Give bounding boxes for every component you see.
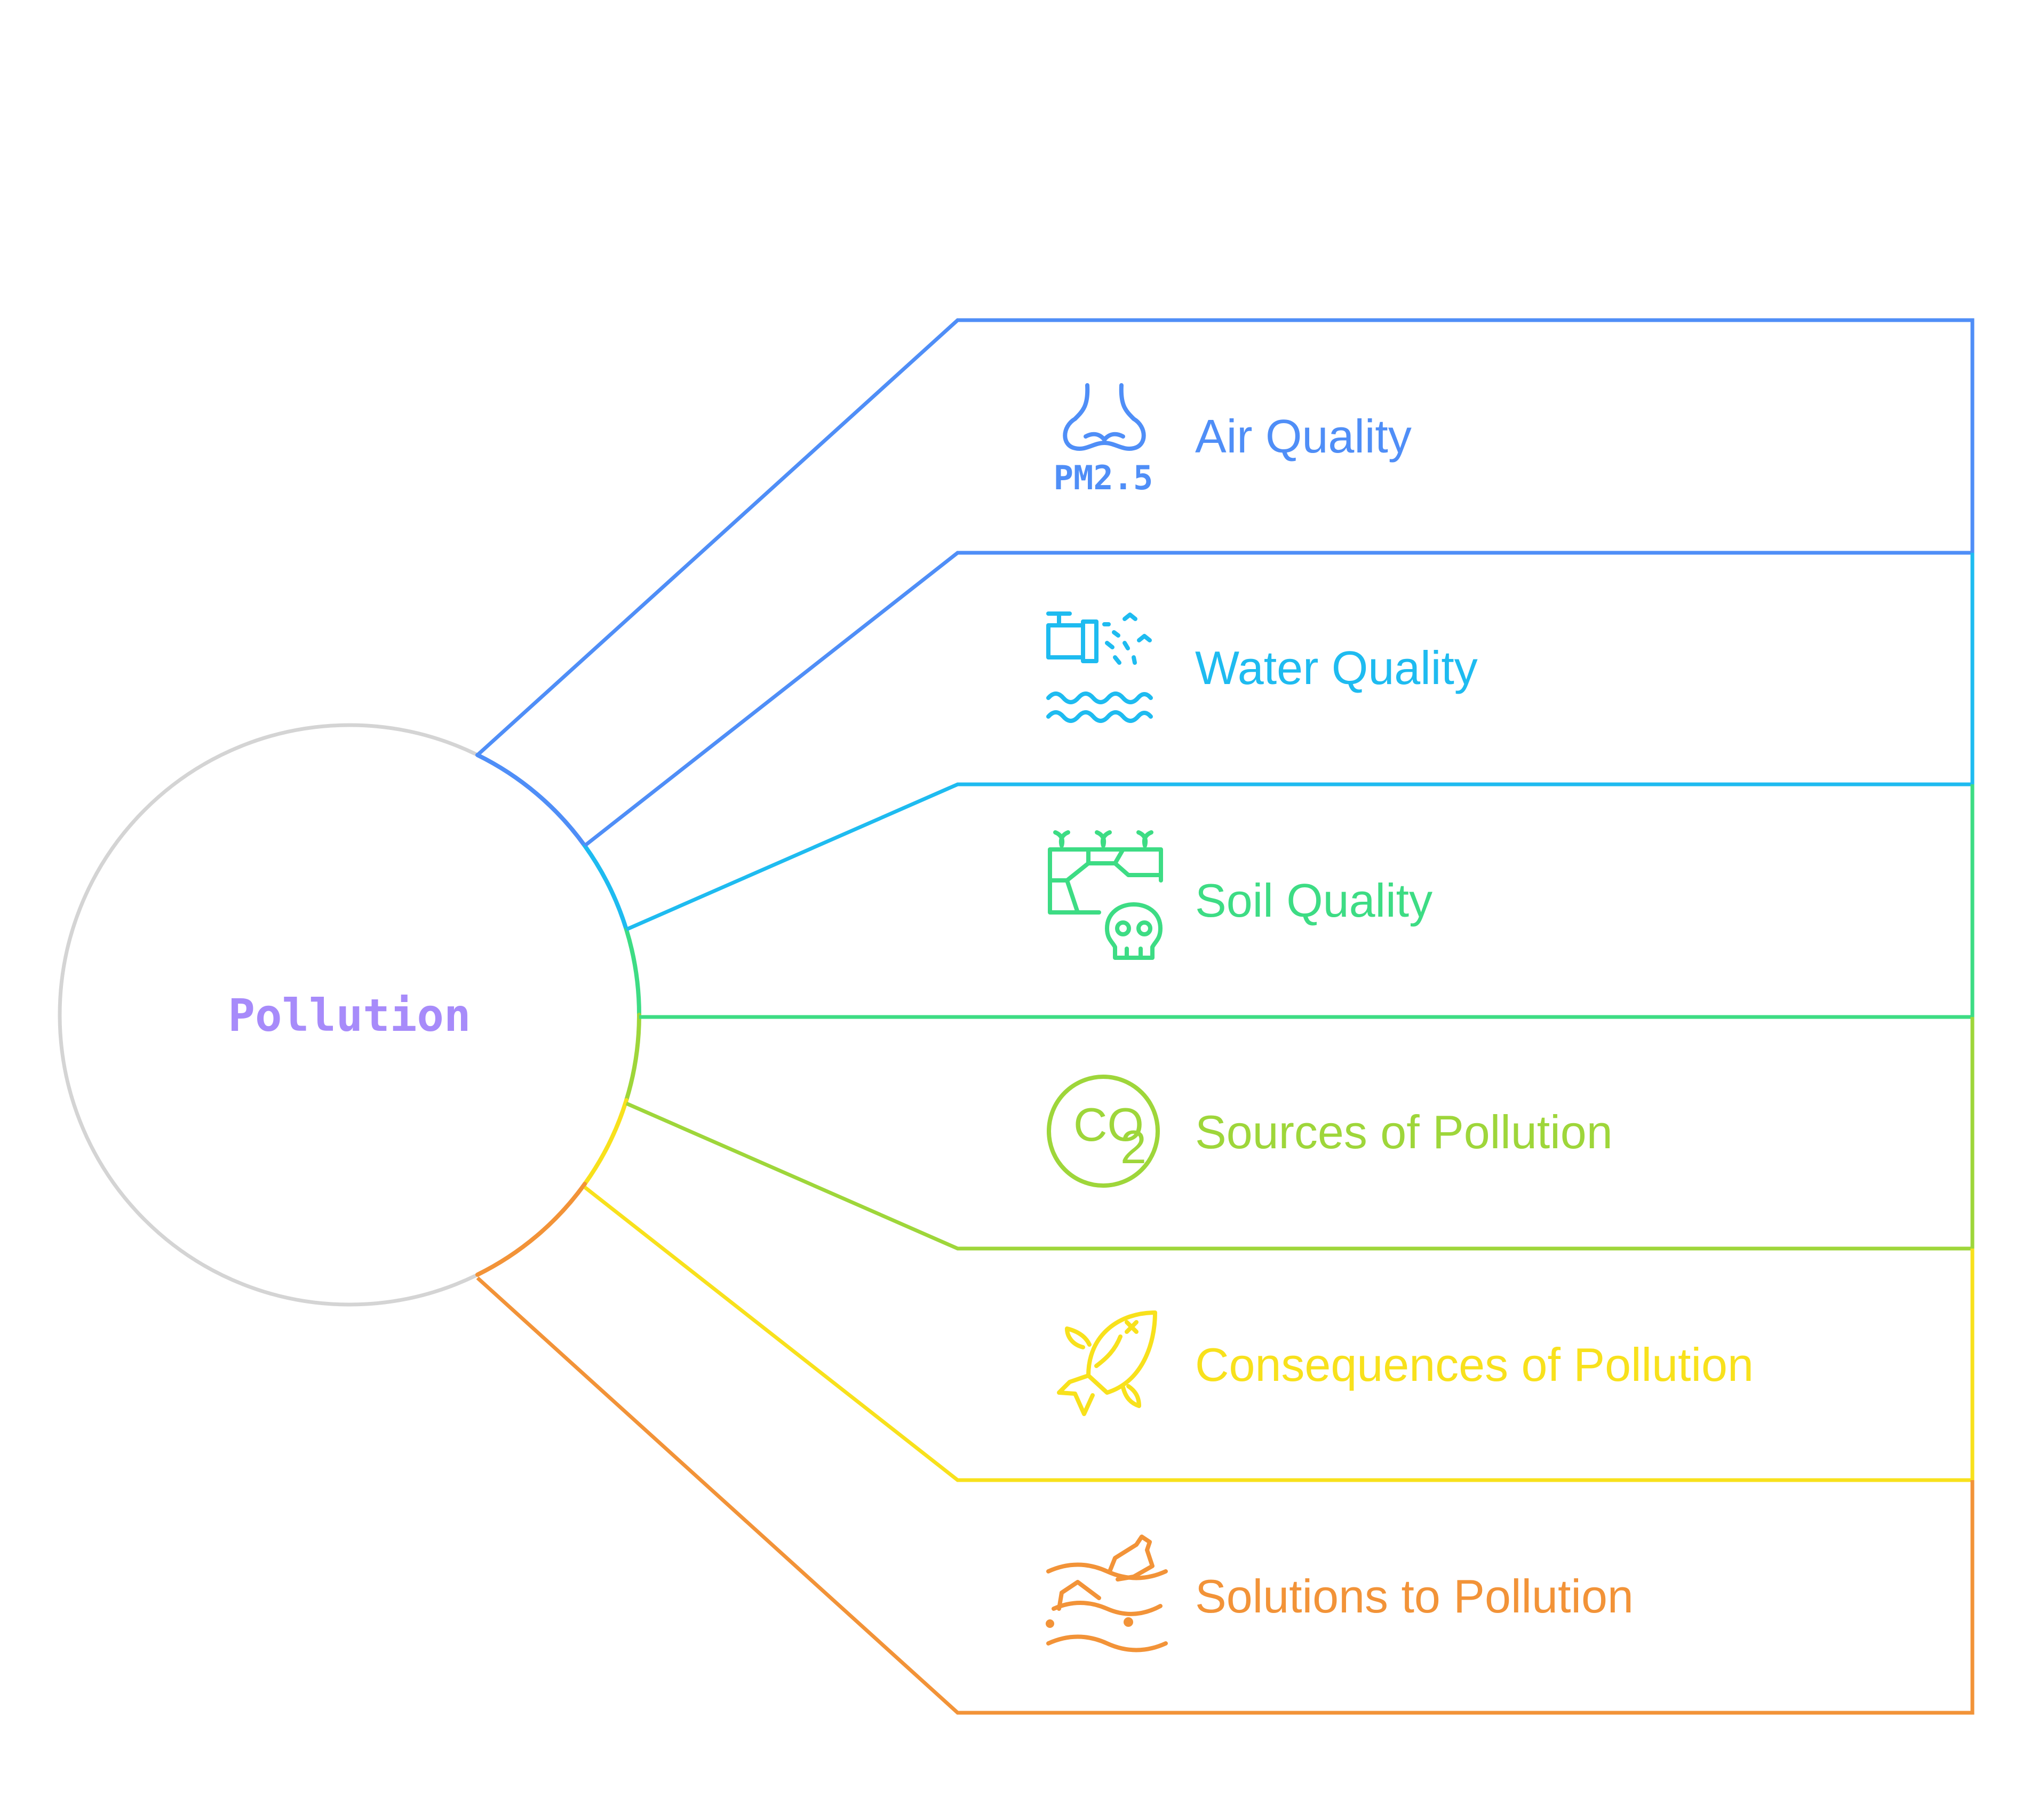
arc-water — [583, 844, 628, 932]
branch-lines — [476, 318, 1975, 1715]
branch-label-solutions-to-pollution: Solutions to Pollution — [1195, 1570, 1634, 1623]
hub-label: Pollution — [228, 989, 471, 1042]
arc-solutions — [475, 1182, 587, 1277]
branch-air-quality: PM2.5 Air Quality — [1054, 383, 1412, 497]
hub: Pollution — [58, 723, 641, 1307]
contaminated-soil-skull-icon — [1048, 830, 1163, 960]
branch-label-soil-quality: Soil Quality — [1195, 874, 1432, 927]
branch-soil-quality: Soil Quality — [1048, 830, 1432, 960]
branch-line-air — [476, 318, 1975, 847]
branch-sources-of-pollution: CO 2 Sources of Pollution — [1047, 1075, 1613, 1188]
branch-solutions-to-pollution: Solutions to Pollution — [1046, 1535, 1634, 1652]
branch-line-solutions — [476, 1276, 1975, 1715]
branch-line-water — [625, 553, 1975, 932]
branch-line-consequences — [583, 1186, 1975, 1482]
branch-label-water-quality: Water Quality — [1195, 641, 1478, 694]
dead-fish-icon — [1057, 1310, 1157, 1416]
arc-air — [475, 753, 587, 848]
hub-arcs — [475, 753, 642, 1277]
ocean-plastic-bottle-icon — [1046, 1535, 1168, 1652]
arc-sources — [624, 1013, 642, 1102]
nose-pm25-icon — [1063, 383, 1146, 451]
branch-consequences-of-pollution: Consequences of Pollution — [1057, 1310, 1754, 1416]
arc-consequences — [583, 1098, 628, 1186]
branch-water-quality: Water Quality — [1046, 611, 1478, 723]
co2-icon — [1047, 1075, 1160, 1188]
branch-label-consequences-of-pollution: Consequences of Pollution — [1195, 1338, 1754, 1391]
co2-text: CO — [1073, 1098, 1144, 1151]
arc-soil — [624, 927, 642, 1017]
water-pipe-spill-icon — [1046, 611, 1153, 723]
branch-label-air-quality: Air Quality — [1195, 410, 1412, 463]
co2-subscript: 2 — [1120, 1120, 1147, 1173]
branch-line-sources — [625, 1017, 1975, 1251]
branch-label-sources-of-pollution: Sources of Pollution — [1195, 1106, 1613, 1158]
pm25-label: PM2.5 — [1054, 458, 1153, 497]
